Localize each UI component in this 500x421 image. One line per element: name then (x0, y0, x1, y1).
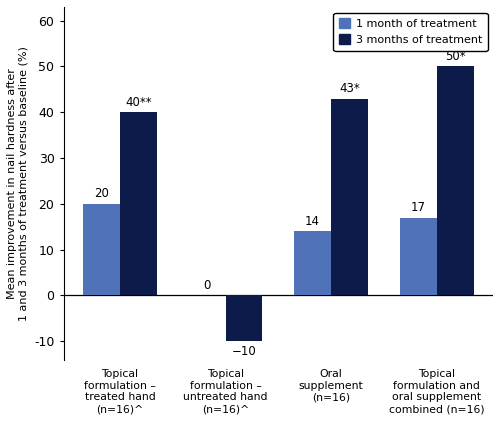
Text: 0: 0 (204, 279, 210, 292)
Bar (331, 99, 368, 296)
Bar (400, 218, 436, 296)
Y-axis label: Mean improvement in nail hardness after
1 and 3 months of treatment versus basel: Mean improvement in nail hardness after … (7, 46, 28, 321)
Bar (120, 112, 157, 296)
Legend: 1 month of treatment, 3 months of treatment: 1 month of treatment, 3 months of treatm… (334, 13, 488, 51)
Text: 43*: 43* (339, 82, 360, 95)
Text: 40**: 40** (125, 96, 152, 109)
Bar (294, 231, 331, 296)
Bar (226, 296, 262, 341)
Text: 20: 20 (94, 187, 109, 200)
Text: 17: 17 (410, 201, 426, 214)
Bar (83, 204, 120, 296)
Text: 14: 14 (305, 215, 320, 228)
Bar (436, 67, 474, 296)
Text: −10: −10 (232, 345, 256, 358)
Text: 50*: 50* (444, 50, 466, 63)
